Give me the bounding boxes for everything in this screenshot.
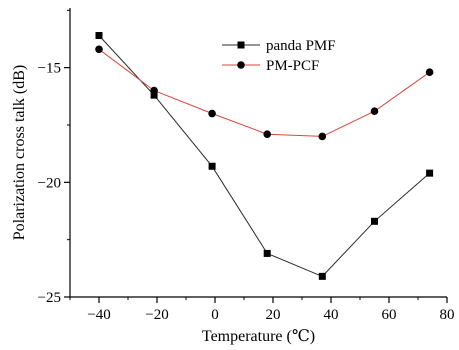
data-point (208, 162, 216, 170)
data-point (318, 272, 326, 280)
x-axis-label: Temperature (℃) (202, 328, 315, 345)
data-point (263, 249, 271, 257)
y-axis-ticks: −25 −20 −15 (38, 9, 70, 306)
series-line (98, 48, 430, 137)
legend-marker (237, 41, 245, 49)
y-tick-label: −15 (38, 61, 61, 77)
legend-marker (237, 61, 245, 69)
data-point (370, 107, 379, 116)
data-point (318, 132, 327, 141)
x-tick-label: 20 (266, 307, 281, 323)
x-tick-label: −20 (145, 307, 168, 323)
plot-frame (69, 8, 447, 298)
legend-label: PM-PCF (266, 58, 319, 74)
series-0 (95, 32, 434, 280)
series-layer (95, 32, 434, 280)
data-point (150, 91, 158, 99)
data-point (426, 169, 434, 177)
legend-label: panda PMF (266, 38, 336, 54)
x-tick-label: 40 (324, 307, 339, 323)
data-point (263, 130, 272, 138)
legend: panda PMF PM-PCF (222, 38, 336, 74)
series-line (98, 35, 430, 277)
x-tick-label: 0 (211, 307, 219, 323)
y-tick-label: −20 (38, 175, 61, 191)
x-tick-label: 80 (440, 307, 455, 323)
y-tick-label: −25 (38, 290, 61, 306)
x-tick-label: −40 (87, 307, 110, 323)
data-point (95, 32, 103, 40)
data-point (208, 109, 216, 118)
series-1 (95, 45, 434, 141)
data-point (371, 217, 378, 225)
y-axis-label: Polarization cross talk (dB) (11, 65, 28, 241)
data-point (95, 45, 103, 54)
x-axis-ticks: −40 −20 0 20 40 60 80 (69, 297, 455, 323)
x-tick-label: 60 (382, 307, 397, 323)
data-point (425, 68, 434, 77)
data-point (150, 86, 158, 95)
